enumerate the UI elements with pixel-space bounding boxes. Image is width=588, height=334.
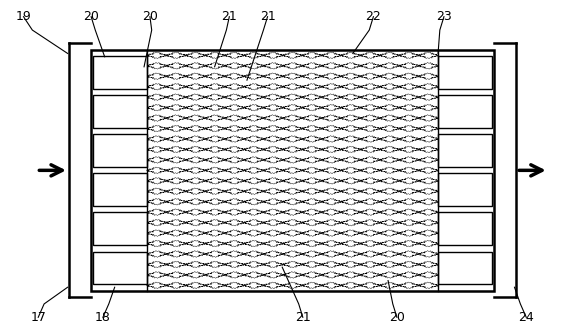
Text: 21: 21: [260, 10, 275, 23]
Bar: [93, 134, 147, 167]
Text: 21: 21: [222, 10, 237, 23]
Text: 20: 20: [389, 311, 405, 324]
Bar: [438, 173, 492, 206]
Bar: [93, 252, 147, 284]
Text: 22: 22: [366, 10, 381, 23]
Text: 20: 20: [83, 10, 99, 23]
Text: 23: 23: [436, 10, 452, 23]
Bar: [147, 50, 438, 291]
Bar: [93, 173, 147, 206]
Bar: [438, 95, 492, 128]
Text: 20: 20: [142, 10, 158, 23]
Bar: [91, 50, 494, 291]
Bar: [438, 252, 492, 284]
Text: 17: 17: [31, 311, 46, 324]
Bar: [93, 56, 147, 89]
Text: 24: 24: [519, 311, 534, 324]
Bar: [438, 134, 492, 167]
Bar: [438, 56, 492, 89]
Text: 21: 21: [295, 311, 310, 324]
Text: 18: 18: [95, 311, 111, 324]
Text: 19: 19: [16, 10, 31, 23]
Bar: [93, 95, 147, 128]
Bar: [438, 212, 492, 245]
Bar: [93, 212, 147, 245]
